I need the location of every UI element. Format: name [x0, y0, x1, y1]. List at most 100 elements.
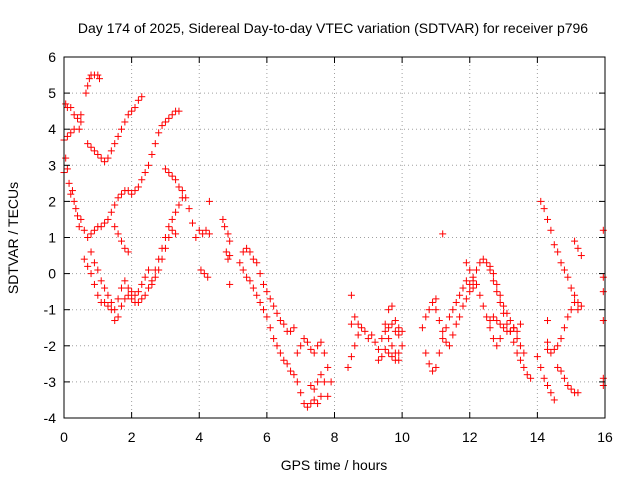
data-point [226, 252, 234, 260]
data-point [84, 262, 92, 270]
data-point [104, 215, 112, 223]
y-tick-label: 4 [48, 121, 56, 137]
data-point [90, 259, 98, 267]
data-point [280, 320, 288, 328]
data-point [391, 356, 399, 364]
data-point [435, 317, 443, 325]
data-point [128, 288, 136, 296]
data-point [557, 367, 565, 375]
data-point [246, 277, 254, 285]
data-point [303, 338, 311, 346]
data-point [172, 208, 180, 216]
data-point [547, 226, 555, 234]
data-point [378, 353, 386, 361]
data-point [222, 248, 230, 256]
data-point [307, 400, 315, 408]
data-point [300, 335, 308, 343]
data-point [493, 288, 501, 296]
data-point [161, 244, 169, 252]
data-point [243, 273, 251, 281]
data-point [493, 317, 501, 325]
data-point [273, 342, 281, 350]
data-point [90, 147, 98, 155]
data-point [473, 266, 481, 274]
data-point [320, 349, 328, 357]
data-point [599, 374, 607, 382]
data-point [347, 353, 355, 361]
data-point [452, 320, 460, 328]
data-point [398, 342, 406, 350]
data-point [205, 230, 213, 238]
data-point [111, 201, 119, 209]
x-tick-label: 0 [60, 429, 68, 445]
data-point [124, 291, 132, 299]
data-point [121, 244, 129, 252]
data-point [151, 273, 159, 281]
data-point [388, 342, 396, 350]
data-point [388, 302, 396, 310]
data-point [567, 385, 575, 393]
y-tick-label: 6 [48, 49, 56, 65]
data-point [266, 324, 274, 332]
data-point [270, 335, 278, 343]
data-point [82, 89, 90, 97]
data-point [307, 345, 315, 353]
data-point [131, 291, 139, 299]
data-point [317, 392, 325, 400]
data-point [324, 392, 332, 400]
data-point [182, 194, 190, 202]
y-tick-label: -2 [44, 338, 57, 354]
data-point [381, 320, 389, 328]
data-point [496, 335, 504, 343]
data-point [197, 266, 205, 274]
data-point [550, 345, 558, 353]
data-point [378, 335, 386, 343]
data-point [287, 327, 295, 335]
data-point [243, 244, 251, 252]
data-point [96, 75, 104, 83]
y-tick-label: 2 [48, 193, 56, 209]
data-point [94, 71, 102, 79]
data-point [165, 114, 173, 122]
data-point [138, 93, 146, 101]
data-point [195, 226, 203, 234]
data-point [134, 288, 142, 296]
data-point [145, 161, 153, 169]
data-point [486, 262, 494, 270]
data-point [145, 284, 153, 292]
data-point [84, 82, 92, 90]
data-point [77, 215, 85, 223]
data-point [111, 223, 119, 231]
data-point [520, 349, 528, 357]
data-point [385, 306, 393, 314]
data-point [75, 223, 83, 231]
data-point [476, 259, 484, 267]
data-point [172, 230, 180, 238]
data-point [422, 349, 430, 357]
data-point [577, 252, 585, 260]
data-point [445, 342, 453, 350]
y-tick-label: 1 [48, 230, 56, 246]
data-point [72, 205, 80, 213]
data-point [391, 317, 399, 325]
data-point [516, 356, 524, 364]
data-point [158, 255, 166, 263]
data-point [128, 107, 136, 115]
data-point [297, 342, 305, 350]
data-point [462, 277, 470, 285]
data-point [513, 335, 521, 343]
data-point [599, 226, 607, 234]
data-point [422, 313, 430, 321]
data-point [114, 230, 122, 238]
data-point [516, 342, 524, 350]
data-point [121, 118, 129, 126]
data-point [63, 165, 71, 173]
data-point [456, 313, 464, 321]
data-point [554, 248, 562, 256]
data-point [185, 205, 193, 213]
data-point [161, 165, 169, 173]
data-point [307, 382, 315, 390]
data-point [104, 291, 112, 299]
data-point [439, 230, 447, 238]
data-point [67, 190, 75, 198]
